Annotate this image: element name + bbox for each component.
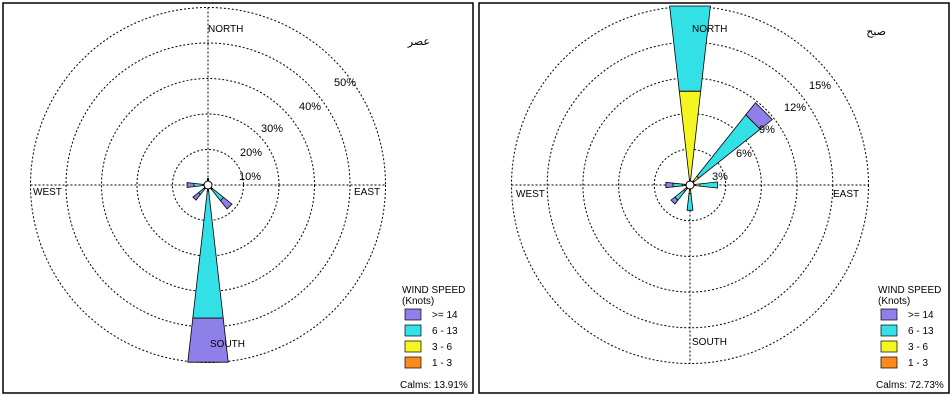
legend-label: 1 - 3: [908, 358, 928, 369]
ring-label: 6%: [736, 148, 752, 160]
legend-label: 3 - 6: [432, 342, 452, 353]
chart-title: عصر: [407, 36, 430, 48]
legend-label: >= 14: [908, 310, 934, 321]
chart-frame: [2, 2, 474, 394]
direction-label-south: SOUTH: [692, 337, 727, 348]
calms-label: Calms: 13.91%: [400, 380, 468, 391]
legend-swatch: [880, 324, 898, 337]
ring-circle: [653, 148, 727, 222]
ring-label: 3%: [712, 171, 728, 183]
petal-w-6-13: [193, 182, 204, 188]
calms-label: Calms: 72.73%: [876, 380, 944, 391]
ring-label: 12%: [784, 102, 806, 114]
petal-e-6-13: [699, 181, 719, 189]
petal-ne-14+: [745, 102, 773, 130]
petal-n-6-13: [669, 5, 711, 92]
petal-se-14+: [219, 196, 233, 210]
petal-n-14+: [206, 178, 210, 180]
wind-rose-chart-left: 10% 20% 30% 40% 50% NORTH EAST SOUTH WEST عصر WIND…: [2, 2, 474, 394]
rose-center: [685, 180, 695, 190]
direction-label-south: SOUTH: [210, 339, 245, 350]
petal-w-14+: [665, 181, 674, 189]
chart-title: صبح: [866, 26, 886, 38]
direction-label-east: EAST: [833, 189, 859, 200]
legend-swatch: [404, 340, 422, 353]
legend-swatch: [404, 356, 422, 369]
legend-subtitle: (Knots): [878, 296, 910, 307]
direction-label-west: WEST: [33, 187, 62, 198]
legend-label: >= 14: [432, 310, 458, 321]
petal-s-14+: [187, 317, 229, 363]
petal-s-6-13: [686, 193, 694, 211]
petal-w-6-13: [672, 182, 683, 188]
petal-sw-14+: [192, 192, 201, 201]
wind-rose-chart-right: 3% 6% 9% 12%15% NORTH EAST SOUTH WEST صبح WIND SP…: [478, 2, 950, 394]
rose-center: [203, 180, 213, 190]
petal-w-14+: [186, 182, 195, 188]
legend-title: WIND SPEED: [402, 285, 465, 296]
legend-swatch: [880, 308, 898, 321]
ring-label: 50%: [334, 77, 356, 89]
legend-label: 1 - 3: [432, 358, 452, 369]
direction-label-west: WEST: [516, 189, 545, 200]
legend-swatch: [404, 308, 422, 321]
ring-label: 10%: [239, 171, 261, 183]
direction-label-north: NORTH: [692, 24, 727, 35]
ring-label: 30%: [261, 123, 283, 135]
legend-swatch: [880, 356, 898, 369]
petal-sw-14+: [670, 196, 679, 205]
legend-subtitle: (Knots): [402, 296, 434, 307]
chart-frame: [478, 2, 950, 394]
legend-swatch: [880, 340, 898, 353]
legend-label: 6 - 13: [908, 326, 934, 337]
legend-swatch: [404, 324, 422, 337]
legend-label: 6 - 13: [432, 326, 458, 337]
direction-label-east: EAST: [354, 187, 380, 198]
petal-e-3-6: [694, 183, 701, 187]
ring-label: 20%: [240, 147, 262, 159]
direction-label-north: NORTH: [208, 24, 243, 35]
ring-circle: [65, 42, 351, 328]
petal-s-3-6: [688, 189, 692, 195]
ring-label: 40%: [299, 101, 321, 113]
legend-label: 3 - 6: [908, 342, 928, 353]
ring-label: 9%: [759, 124, 775, 136]
ring-label: 15%: [809, 80, 831, 92]
legend-title: WIND SPEED: [878, 285, 941, 296]
